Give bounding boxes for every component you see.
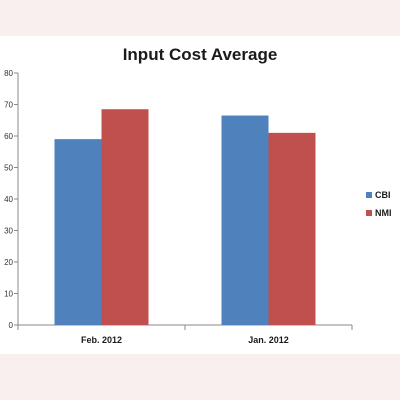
chart-legend: CBI NMI bbox=[366, 190, 392, 218]
chart-canvas: Input Cost Average 0 10 20 30 40 50 60 70 80 Feb.… bbox=[0, 36, 400, 354]
legend-swatch-nmi bbox=[366, 210, 372, 216]
y-tick-label: 80 bbox=[4, 69, 13, 78]
x-category-label: Jan. 2012 bbox=[248, 335, 289, 345]
y-tick-label: 40 bbox=[4, 195, 13, 204]
y-tick-label: 0 bbox=[9, 321, 14, 330]
y-tick-label: 60 bbox=[4, 132, 13, 141]
legend-label-nmi: NMI bbox=[375, 208, 392, 218]
y-tick-label: 50 bbox=[4, 164, 13, 173]
bar-nmi-2 bbox=[268, 132, 316, 325]
legend-label-cbi: CBI bbox=[375, 190, 391, 200]
bar-cbi-2 bbox=[221, 115, 269, 326]
legend-swatch-cbi bbox=[366, 192, 372, 198]
bar-nmi-1 bbox=[101, 109, 149, 325]
bar-chart: Input Cost Average 0 10 20 30 40 50 60 70 80 Feb.… bbox=[4, 45, 392, 345]
y-tick-label: 30 bbox=[4, 227, 13, 236]
x-category-label: Feb. 2012 bbox=[81, 335, 122, 345]
bar-cbi-1 bbox=[54, 139, 102, 325]
chart-title: Input Cost Average bbox=[123, 45, 278, 64]
y-tick-label: 20 bbox=[4, 258, 13, 267]
y-tick-label: 70 bbox=[4, 101, 13, 110]
chart-bars bbox=[54, 109, 316, 326]
y-tick-label: 10 bbox=[4, 290, 13, 299]
